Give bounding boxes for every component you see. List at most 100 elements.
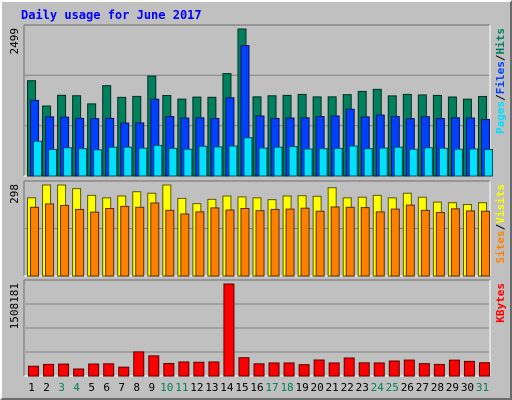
bar-kbytes-day-19 (298, 364, 310, 377)
bar-kbytes-day-9 (148, 355, 160, 377)
bar-kbytes-day-11 (178, 361, 190, 377)
bar-pages-day-6 (108, 146, 118, 177)
series-pages (33, 137, 493, 177)
x-tick-label: 23 (356, 381, 369, 394)
x-tick-label: 27 (416, 381, 429, 394)
legend-item: Visits (494, 184, 507, 224)
chart-title: Daily usage for June 2017 (21, 8, 202, 22)
legend-visits-sites: Sites/Visits (494, 184, 507, 264)
x-tick-label: 14 (220, 381, 234, 394)
x-tick-label: 11 (175, 381, 188, 394)
legend-separator: / (494, 94, 507, 101)
x-tick-label: 21 (326, 381, 339, 394)
y-max-label: 298 (8, 184, 21, 204)
bar-pages-day-21 (333, 147, 343, 177)
bar-pages-day-16 (258, 147, 268, 177)
bar-sites-day-26 (405, 204, 415, 277)
bar-kbytes-day-21 (328, 362, 340, 377)
bar-pages-day-4 (78, 148, 88, 177)
bar-sites-day-4 (75, 208, 85, 277)
bar-sites-day-13 (210, 207, 220, 277)
legend-kbytes: KBytes (494, 283, 507, 323)
bar-kbytes-day-27 (418, 363, 430, 377)
x-tick-label: 5 (88, 381, 95, 394)
x-tick-label: 12 (190, 381, 203, 394)
x-tick-label: 8 (133, 381, 140, 394)
panel-kbytes: 1508181 KBytes (8, 279, 507, 377)
x-tick-label: 24 (371, 381, 385, 394)
x-axis-labels: 1 2 3 4 5 6 7 8 9 10 11 12 13 14 15 16 17 18 19 20 21 22 23 24 2… (28, 381, 489, 394)
bar-kbytes-day-18 (283, 362, 295, 377)
bar-sites-day-30 (465, 210, 475, 277)
bar-sites-day-8 (135, 206, 145, 277)
bar-pages-day-7 (123, 146, 133, 177)
bar-kbytes-day-2 (43, 363, 55, 377)
legend-item: Pages (494, 101, 507, 134)
bar-kbytes-day-30 (463, 360, 475, 377)
legend-separator: / (494, 223, 507, 230)
x-tick-label: 16 (250, 381, 263, 394)
series-sites (30, 202, 490, 277)
bar-sites-day-24 (375, 211, 385, 277)
bar-sites-day-14 (225, 209, 235, 277)
x-tick-label: 6 (103, 381, 110, 394)
x-tick-label: 30 (461, 381, 474, 394)
bar-kbytes-day-24 (373, 362, 385, 377)
bar-kbytes-day-7 (118, 366, 130, 377)
series-kbytes (28, 283, 490, 377)
bar-sites-day-1 (30, 206, 40, 277)
bar-sites-day-11 (180, 213, 190, 277)
bar-sites-day-31 (480, 210, 490, 277)
bar-sites-day-18 (285, 208, 295, 277)
panel-visits-sites: 298 Sites/Visits (8, 180, 507, 277)
chart-panels: 2499Pages/Files/Hits298Sites/Visits15081… (8, 24, 507, 377)
bar-sites-day-3 (60, 204, 70, 277)
bar-kbytes-day-25 (388, 360, 400, 377)
bar-kbytes-day-15 (238, 357, 250, 377)
legend-item: Sites (494, 230, 507, 263)
bar-kbytes-day-22 (343, 357, 355, 377)
bar-kbytes-day-26 (403, 359, 415, 377)
bar-pages-day-28 (438, 147, 448, 177)
x-tick-label: 9 (148, 381, 155, 394)
bar-pages-day-8 (138, 147, 148, 177)
bar-sites-day-27 (420, 209, 430, 277)
bar-sites-day-2 (45, 203, 55, 277)
bar-sites-day-12 (195, 211, 205, 277)
bar-pages-day-2 (48, 149, 58, 177)
bar-sites-day-6 (105, 208, 115, 277)
x-tick-label: 17 (265, 381, 278, 394)
bar-sites-day-7 (120, 205, 130, 277)
bar-kbytes-day-1 (28, 365, 40, 377)
bar-pages-day-18 (288, 146, 298, 177)
x-tick-label: 3 (58, 381, 65, 394)
bar-kbytes-day-14 (223, 283, 235, 377)
bar-sites-day-22 (345, 206, 355, 277)
bar-sites-day-25 (390, 208, 400, 277)
x-tick-label: 1 (28, 381, 35, 394)
bar-kbytes-day-31 (478, 362, 490, 377)
bar-pages-day-19 (303, 148, 313, 177)
x-tick-label: 26 (401, 381, 414, 394)
bar-pages-day-31 (483, 149, 493, 177)
bar-kbytes-day-12 (193, 361, 205, 377)
bar-sites-day-17 (270, 208, 280, 277)
bar-sites-day-5 (90, 211, 100, 277)
bar-pages-day-26 (408, 148, 418, 177)
bar-kbytes-day-16 (253, 363, 265, 377)
x-tick-label: 2 (43, 381, 50, 394)
bar-sites-day-9 (150, 202, 160, 277)
bar-pages-day-27 (423, 147, 433, 177)
bar-pages-day-13 (213, 146, 223, 177)
x-tick-label: 28 (431, 381, 444, 394)
bar-kbytes-day-5 (88, 363, 100, 377)
x-tick-label: 10 (160, 381, 173, 394)
bar-pages-day-3 (63, 147, 73, 177)
bar-pages-day-23 (363, 148, 373, 177)
x-tick-label: 19 (295, 381, 308, 394)
legend-item: Hits (494, 28, 507, 55)
bar-pages-day-10 (168, 147, 178, 177)
bar-sites-day-10 (165, 209, 175, 277)
